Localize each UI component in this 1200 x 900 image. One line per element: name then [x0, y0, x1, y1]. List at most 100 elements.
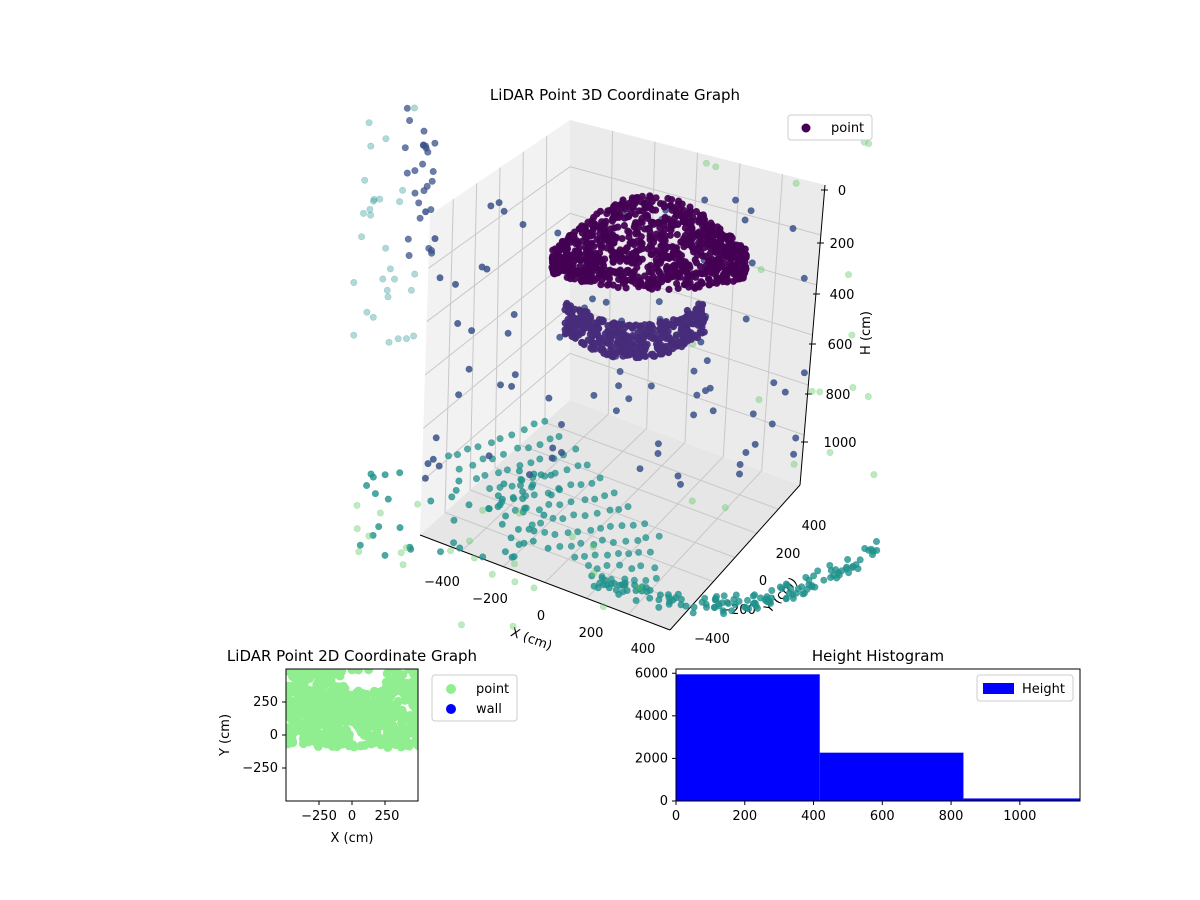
data-point: [596, 207, 605, 215]
data-point: [530, 420, 538, 428]
data-point: [508, 431, 516, 439]
data-point: [510, 310, 518, 318]
data-point: [514, 525, 522, 533]
data-point: [690, 283, 698, 291]
data-point: [660, 319, 669, 327]
data-point: [623, 213, 632, 221]
data-point: [405, 711, 415, 720]
data-point: [702, 603, 710, 611]
data-point: [431, 235, 439, 243]
data-point: [654, 449, 662, 457]
data-point: [355, 548, 363, 556]
data-point: [381, 471, 389, 479]
x-axis-label: X (cm): [508, 625, 554, 654]
legend-3d-frame: [787, 114, 873, 141]
data-point: [567, 498, 575, 506]
data-point: [343, 690, 353, 700]
data-point: [659, 235, 667, 244]
data-point: [373, 688, 383, 698]
data-point: [743, 596, 751, 604]
data-point: [457, 621, 465, 629]
data-point: [588, 345, 596, 353]
data-point: [597, 281, 605, 289]
legend-hist-frame: [976, 674, 1074, 702]
data-point: [608, 252, 617, 260]
data-point: [412, 706, 418, 716]
data-point: [590, 540, 598, 548]
y-tick-label: 400: [802, 519, 827, 534]
data-point: [713, 230, 721, 238]
data-point: [620, 221, 629, 230]
data-point: [625, 269, 633, 277]
data-point: [693, 391, 701, 399]
data-point: [554, 229, 562, 237]
data-point: [700, 243, 709, 252]
data-point: [306, 711, 316, 721]
data-point: [603, 581, 611, 589]
data-point: [319, 728, 329, 738]
data-point: [764, 598, 772, 606]
data-point: [659, 242, 667, 250]
data-point: [535, 506, 543, 514]
data-point: [424, 460, 432, 468]
data-point: [404, 235, 412, 243]
data-point: [404, 741, 414, 751]
data-point: [431, 139, 439, 147]
data-point: [582, 255, 590, 264]
data-point: [734, 255, 742, 264]
data-point: [785, 589, 793, 597]
data-point: [366, 205, 374, 213]
data-point: [872, 537, 880, 545]
data-point: [549, 246, 557, 254]
data-point: [416, 214, 424, 222]
data-point: [589, 213, 598, 221]
chart-2d-x-ticks: −250 0 250: [301, 801, 399, 824]
data-point: [347, 669, 357, 675]
data-point: [371, 490, 379, 498]
data-point: [452, 486, 460, 494]
data-point: [566, 275, 575, 283]
data-point: [596, 474, 604, 482]
data-point: [519, 221, 527, 229]
data-point: [499, 450, 507, 458]
data-point: [289, 706, 299, 716]
data-point: [609, 538, 617, 546]
data-point: [656, 271, 665, 279]
data-point: [322, 669, 332, 676]
y-tick-label: 0: [660, 794, 668, 809]
chart-3d-title: LiDAR Point 3D Coordinate Graph: [490, 86, 740, 104]
pane-floor: [420, 400, 800, 630]
data-point: [595, 334, 603, 342]
data-point: [557, 448, 565, 456]
data-point: [689, 609, 697, 617]
data-point: [656, 259, 664, 267]
data-point: [665, 285, 673, 294]
data-point: [755, 396, 763, 404]
data-point: [359, 209, 367, 217]
data-point: [753, 604, 761, 612]
data-point: [632, 321, 640, 329]
data-point: [466, 537, 474, 545]
data-point: [776, 583, 784, 591]
data-point: [596, 266, 605, 274]
data-point: [742, 448, 750, 456]
data-point: [861, 544, 869, 552]
data-point: [635, 548, 643, 556]
data-point: [508, 553, 516, 561]
data-point: [724, 599, 732, 607]
x-tick-label: 0: [672, 809, 680, 824]
data-point: [559, 515, 567, 523]
data-point: [432, 434, 440, 442]
data-point: [799, 590, 807, 598]
data-point: [588, 251, 596, 259]
data-point: [401, 144, 409, 152]
data-point: [601, 330, 609, 338]
data-point: [605, 280, 613, 288]
data-point: [768, 586, 776, 594]
data-point: [286, 736, 296, 746]
data-point: [656, 591, 664, 599]
data-point: [479, 553, 487, 561]
data-point: [590, 391, 598, 399]
data-point: [411, 270, 419, 278]
data-point: [873, 546, 881, 554]
